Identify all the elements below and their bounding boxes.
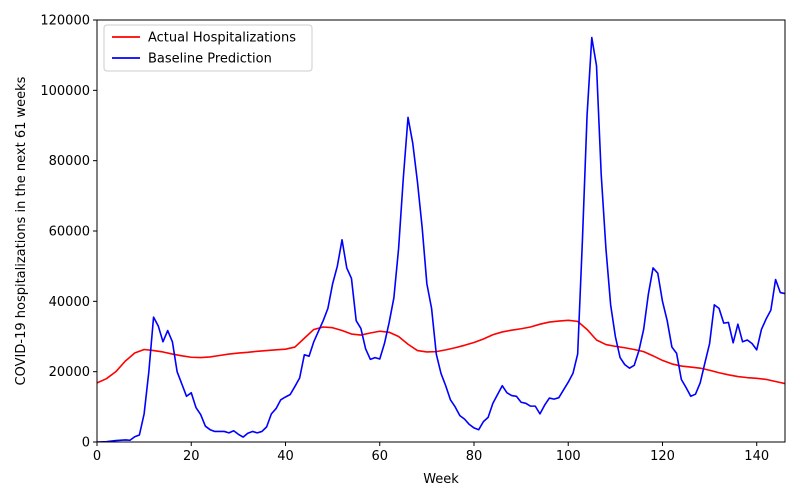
legend-box — [103, 24, 313, 72]
x-tick-label: 20 — [183, 449, 200, 464]
legend-entry-label: Baseline Prediction — [148, 52, 272, 67]
series-layer — [97, 36, 785, 442]
x-tick-label: 100 — [556, 449, 581, 464]
x-axis-label: Week — [423, 472, 459, 487]
series-line-actual-hospitalizations — [97, 319, 785, 385]
x-tick-label: 120 — [650, 449, 675, 464]
x-axis: 0 20 40 60 80 100 120 140 — [93, 442, 769, 464]
series-line-baseline-prediction — [97, 36, 785, 442]
legend: Actual Hospitalizations Baseline Predicti… — [103, 24, 313, 72]
y-tick-label: 100000 — [40, 84, 90, 99]
legend-entry-label: Actual Hospitalizations — [148, 31, 296, 46]
y-tick-label: 20000 — [49, 365, 90, 380]
y-tick-label: 0 — [82, 436, 90, 451]
y-tick-label: 60000 — [49, 225, 90, 240]
y-tick-label: 40000 — [49, 295, 90, 310]
y-axis-label: COVID-19 hospitalizations in the next 61… — [14, 76, 29, 385]
y-tick-label: 120000 — [40, 14, 90, 29]
y-axis: 0 20000 40000 60000 80000 100000 120000 — [40, 14, 97, 451]
x-tick-label: 140 — [744, 449, 769, 464]
x-tick-label: 40 — [277, 449, 294, 464]
x-tick-label: 60 — [371, 449, 388, 464]
x-tick-label: 0 — [93, 449, 101, 464]
y-tick-label: 80000 — [49, 154, 90, 169]
x-tick-label: 80 — [466, 449, 483, 464]
